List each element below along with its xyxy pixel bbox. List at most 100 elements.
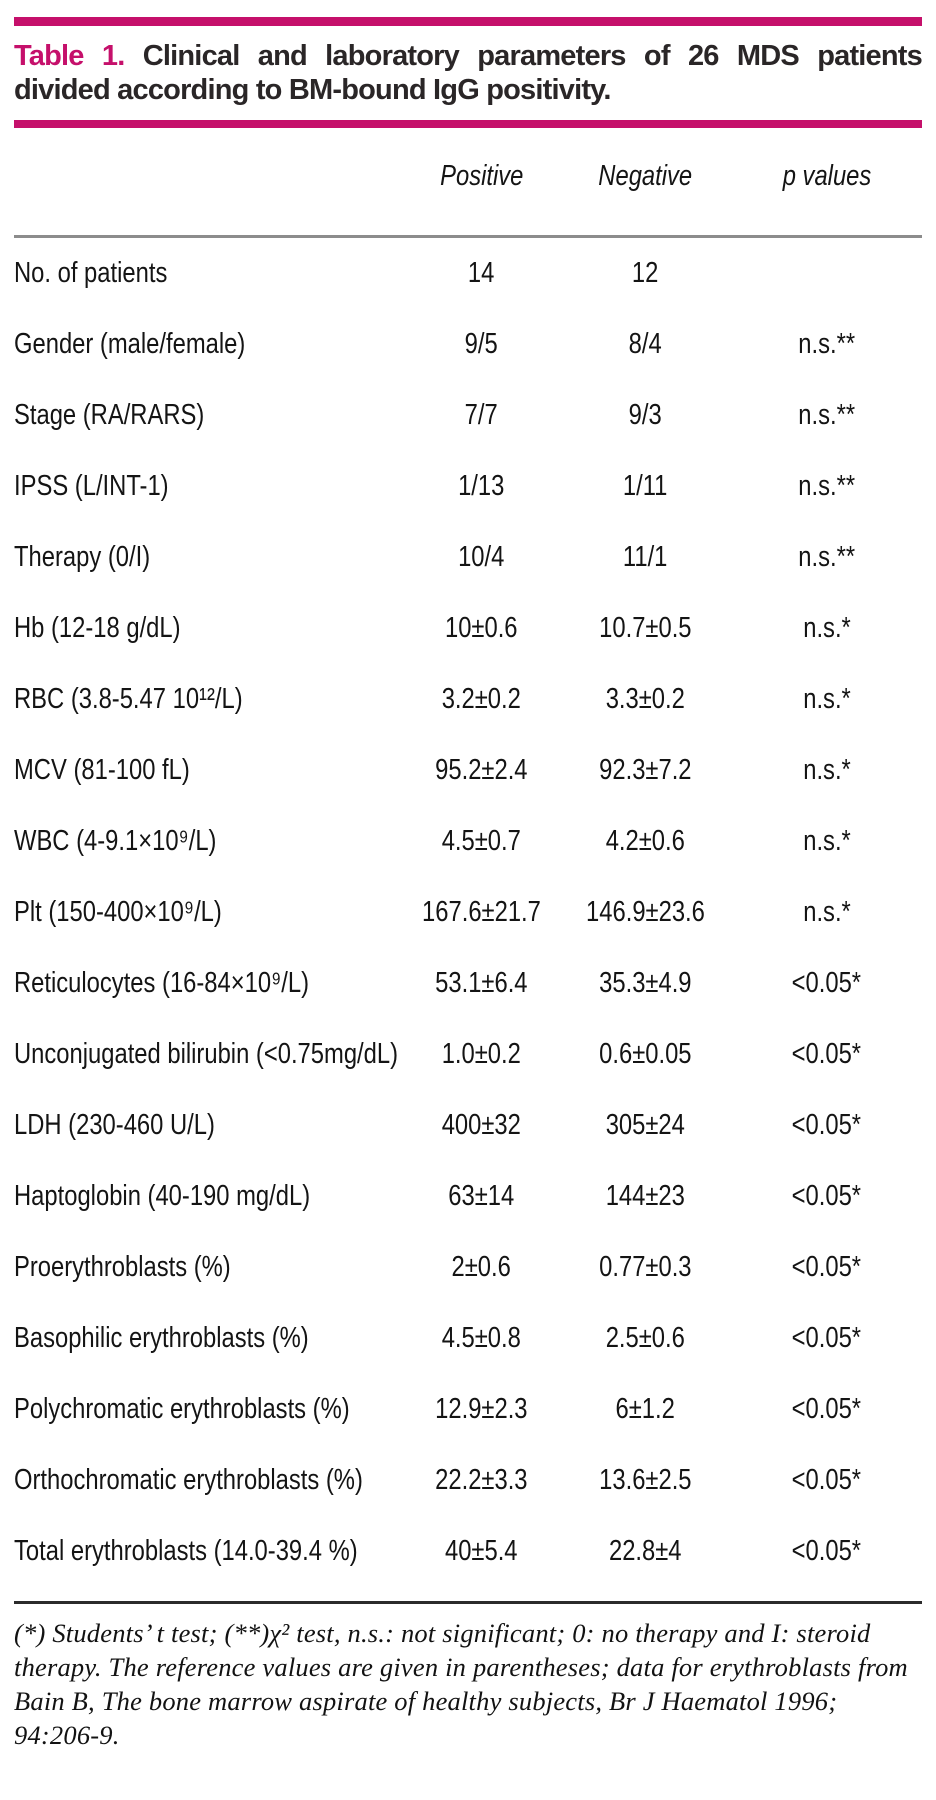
cell-negative: 3.3±0.2	[605, 683, 685, 715]
cell-label: Unconjugated bilirubin (<0.75mg/dL)	[14, 1038, 399, 1070]
cell-negative: 305±24	[605, 1109, 685, 1141]
cell-label: Orthochromatic erythroblasts (%)	[14, 1464, 363, 1496]
table-row: Polychromatic erythroblasts (%) 12.9±2.3 6…	[14, 1374, 922, 1445]
cell-label: Total erythroblasts (14.0-39.4 %)	[14, 1535, 358, 1567]
footnote: (*) Students’ t test; (**)χ² test, n.s.:…	[14, 1618, 908, 1750]
cell-p: n.s.**	[798, 399, 856, 431]
cell-positive: 1.0±0.2	[442, 1038, 522, 1070]
table-row: Hb (12-18 g/dL) 10±0.6 10.7±0.5 n.s.*	[14, 593, 922, 664]
cell-p: n.s.*	[802, 683, 851, 715]
cell-negative: 6±1.2	[615, 1393, 675, 1425]
cell-p: n.s.*	[802, 754, 851, 786]
cell-positive: 40±5.4	[445, 1535, 518, 1567]
cell-label: RBC (3.8-5.47 10¹²/L)	[14, 683, 243, 715]
table-row: MCV (81-100 fL) 95.2±2.4 92.3±7.2 n.s.*	[14, 735, 922, 806]
table-row: Gender (male/female) 9/5 8/4 n.s.**	[14, 309, 922, 380]
cell-negative: 0.6±0.05	[598, 1038, 692, 1070]
cell-negative: 92.3±7.2	[598, 754, 692, 786]
table-row: Plt (150-400×10⁹/L) 167.6±21.7 146.9±23.6 n…	[14, 877, 922, 948]
table-row: IPSS (L/INT-1) 1/13 1/11 n.s.**	[14, 451, 922, 522]
cell-positive: 9/5	[465, 328, 499, 360]
table-title: Table 1. Clinical and laboratory paramet…	[14, 39, 923, 107]
cell-p: n.s.*	[802, 825, 851, 857]
top-accent-bar	[14, 17, 922, 26]
cell-positive: 63±14	[448, 1180, 515, 1212]
cell-positive: 4.5±0.8	[442, 1322, 522, 1354]
cell-label: IPSS (L/INT-1)	[14, 470, 169, 502]
cell-negative: 146.9±23.6	[585, 896, 705, 928]
cell-positive: 1/13	[458, 470, 505, 502]
table-row: Therapy (0/I) 10/4 11/1 n.s.**	[14, 522, 922, 593]
cell-label: Plt (150-400×10⁹/L)	[14, 896, 222, 928]
cell-positive: 7/7	[465, 399, 499, 431]
cell-negative: 0.77±0.3	[598, 1251, 692, 1283]
cell-label: Stage (RA/RARS)	[14, 399, 205, 431]
cell-negative: 8/4	[628, 328, 662, 360]
column-header-pvalues: p values	[731, 152, 922, 238]
cell-label: Therapy (0/I)	[14, 541, 151, 573]
cell-p: <0.05*	[791, 1535, 862, 1567]
column-header-positive: Positive	[404, 152, 559, 238]
table-row: WBC (4-9.1×10⁹/L) 4.5±0.7 4.2±0.6 n.s.*	[14, 806, 922, 877]
cell-p: <0.05*	[791, 967, 862, 999]
cell-positive: 2±0.6	[451, 1251, 512, 1283]
cell-label: LDH (230-460 U/L)	[14, 1109, 215, 1141]
column-header-negative: Negative	[558, 152, 732, 238]
cell-negative: 13.6±2.5	[598, 1464, 692, 1496]
cell-negative: 35.3±4.9	[598, 967, 692, 999]
cell-positive: 95.2±2.4	[435, 754, 528, 786]
cell-positive: 400±32	[442, 1109, 522, 1141]
cell-p	[731, 237, 922, 310]
cell-p: <0.05*	[791, 1393, 862, 1425]
cell-positive: 12.9±2.3	[435, 1393, 528, 1425]
cell-label: MCV (81-100 fL)	[14, 754, 190, 786]
cell-label: Basophilic erythroblasts (%)	[14, 1322, 309, 1354]
cell-label: Gender (male/female)	[14, 328, 246, 360]
parameters-table: Positive Negative p values No. of patien…	[14, 152, 922, 1587]
cell-p: <0.05*	[791, 1322, 862, 1354]
table-row: Basophilic erythroblasts (%) 4.5±0.8 2.5±0…	[14, 1303, 922, 1374]
cell-p: <0.05*	[791, 1251, 862, 1283]
table-row: Haptoglobin (40-190 mg/dL) 63±14 144±23 <0.…	[14, 1161, 922, 1232]
cell-negative: 1/11	[622, 470, 668, 502]
cell-p: <0.05*	[791, 1038, 862, 1070]
cell-negative: 4.2±0.6	[605, 825, 685, 857]
cell-negative: 22.8±4	[608, 1535, 682, 1567]
column-header-empty	[14, 152, 405, 238]
cell-negative: 11/1	[622, 541, 668, 573]
cell-negative: 2.5±0.6	[605, 1322, 685, 1354]
table-row: Unconjugated bilirubin (<0.75mg/dL) 1.0±0…	[14, 1019, 922, 1090]
table-title-text: Clinical and laboratory parameters of 26…	[14, 40, 923, 106]
cell-label: WBC (4-9.1×10⁹/L)	[14, 825, 217, 857]
cell-p: n.s.**	[798, 470, 856, 502]
table-row: Reticulocytes (16-84×10⁹/L) 53.1±6.4 35.3±…	[14, 948, 922, 1019]
table-row: Orthochromatic erythroblasts (%) 22.2±3.3…	[14, 1445, 922, 1516]
header-row: Positive Negative p values	[14, 152, 922, 238]
cell-label: Reticulocytes (16-84×10⁹/L)	[14, 967, 310, 999]
cell-p: n.s.*	[802, 896, 851, 928]
cell-p: n.s.**	[798, 541, 856, 573]
cell-negative: 12	[631, 257, 659, 289]
cell-label: No. of patients	[14, 257, 168, 289]
table-row: LDH (230-460 U/L) 400±32 305±24 <0.05*	[14, 1090, 922, 1161]
cell-p: <0.05*	[791, 1464, 862, 1496]
cell-positive: 10±0.6	[445, 612, 518, 644]
cell-p: <0.05*	[791, 1109, 862, 1141]
cell-negative: 144±23	[605, 1180, 685, 1212]
cell-negative: 10.7±0.5	[598, 612, 692, 644]
cell-positive: 3.2±0.2	[442, 683, 522, 715]
footnote-divider	[14, 1601, 922, 1604]
table-row: No. of patients 14 12	[14, 237, 922, 310]
cell-positive: 167.6±21.7	[422, 896, 542, 928]
cell-positive: 22.2±3.3	[435, 1464, 528, 1496]
title-accent-bar	[14, 120, 922, 128]
cell-label: Proerythroblasts (%)	[14, 1251, 231, 1283]
cell-label: Polychromatic erythroblasts (%)	[14, 1393, 350, 1425]
cell-positive: 4.5±0.7	[442, 825, 522, 857]
table-row: Stage (RA/RARS) 7/7 9/3 n.s.**	[14, 380, 922, 451]
table-row: RBC (3.8-5.47 10¹²/L) 3.2±0.2 3.3±0.2 n.s.*	[14, 664, 922, 735]
cell-p: n.s.*	[802, 612, 851, 644]
cell-p: <0.05*	[791, 1180, 862, 1212]
cell-p: n.s.**	[798, 328, 856, 360]
